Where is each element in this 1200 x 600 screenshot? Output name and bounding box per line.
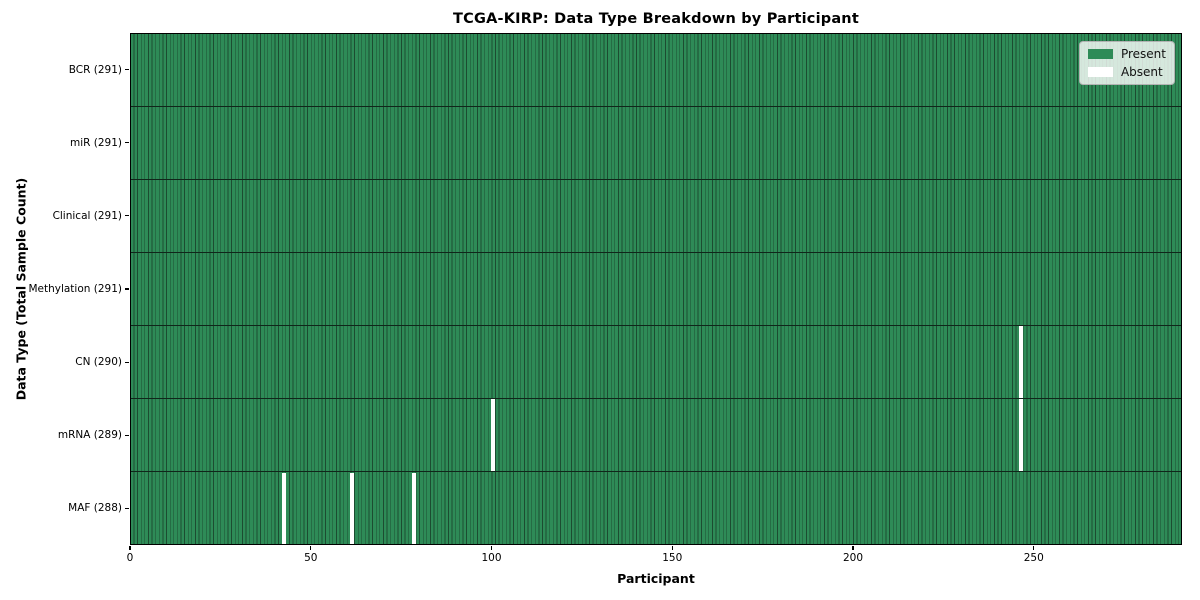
y-tick	[125, 507, 129, 510]
y-tick	[125, 68, 129, 71]
y-tick-label: CN (290)	[75, 356, 122, 369]
absent-cell	[1019, 326, 1024, 398]
x-axis-label: Participant	[617, 571, 695, 586]
y-tick-label: BCR (291)	[68, 63, 122, 76]
x-tick-label: 250	[1023, 552, 1044, 564]
legend-label: Absent	[1120, 65, 1163, 79]
row-divider	[130, 251, 1182, 253]
x-tick-label: 200	[842, 552, 864, 564]
y-tick-label: Methylation (291)	[28, 283, 122, 295]
y-tick	[125, 361, 129, 363]
legend-swatch	[1087, 49, 1113, 59]
y-tick-label: Clinical (291)	[52, 209, 122, 222]
row-divider	[130, 178, 1182, 180]
chart-title: TCGA-KIRP: Data Type Breakdown by Partic…	[453, 11, 859, 27]
legend-item: Present	[1087, 47, 1166, 61]
x-tick	[852, 546, 854, 550]
absent-cell	[491, 399, 496, 472]
absent-cell	[1019, 399, 1024, 472]
legend: Present Absent	[1078, 41, 1175, 85]
y-tick-label: mRNA (289)	[57, 429, 122, 442]
plot-frame	[130, 33, 1182, 545]
x-tick	[671, 546, 673, 550]
legend-item: Absent	[1087, 65, 1166, 79]
x-tick	[1033, 546, 1035, 550]
x-tick	[310, 546, 312, 550]
y-tick	[125, 215, 129, 217]
x-tick-label: 0	[126, 552, 134, 564]
row-divider	[130, 471, 1182, 473]
x-tick-label: 150	[662, 552, 683, 564]
y-tick-label: miR (291)	[69, 136, 122, 149]
legend-label: Present	[1120, 47, 1166, 61]
legend-swatch	[1087, 67, 1113, 77]
x-tick-label: 100	[481, 552, 502, 564]
y-tick-label: MAF (288)	[68, 502, 122, 515]
y-tick	[125, 142, 129, 144]
y-tick	[125, 288, 129, 290]
plot-area: Present Absent	[130, 33, 1182, 545]
absent-cell	[350, 472, 355, 545]
x-tick	[490, 546, 493, 550]
absent-cell	[411, 472, 416, 545]
row-divider	[130, 105, 1182, 107]
y-tick	[125, 434, 129, 436]
absent-cell	[281, 472, 286, 545]
row-divider	[130, 398, 1182, 400]
row-divider	[130, 325, 1182, 327]
y-axis-label: Data Type (Total Sample Count)	[13, 177, 29, 401]
x-tick-label: 50	[304, 552, 318, 564]
x-tick	[129, 546, 131, 550]
